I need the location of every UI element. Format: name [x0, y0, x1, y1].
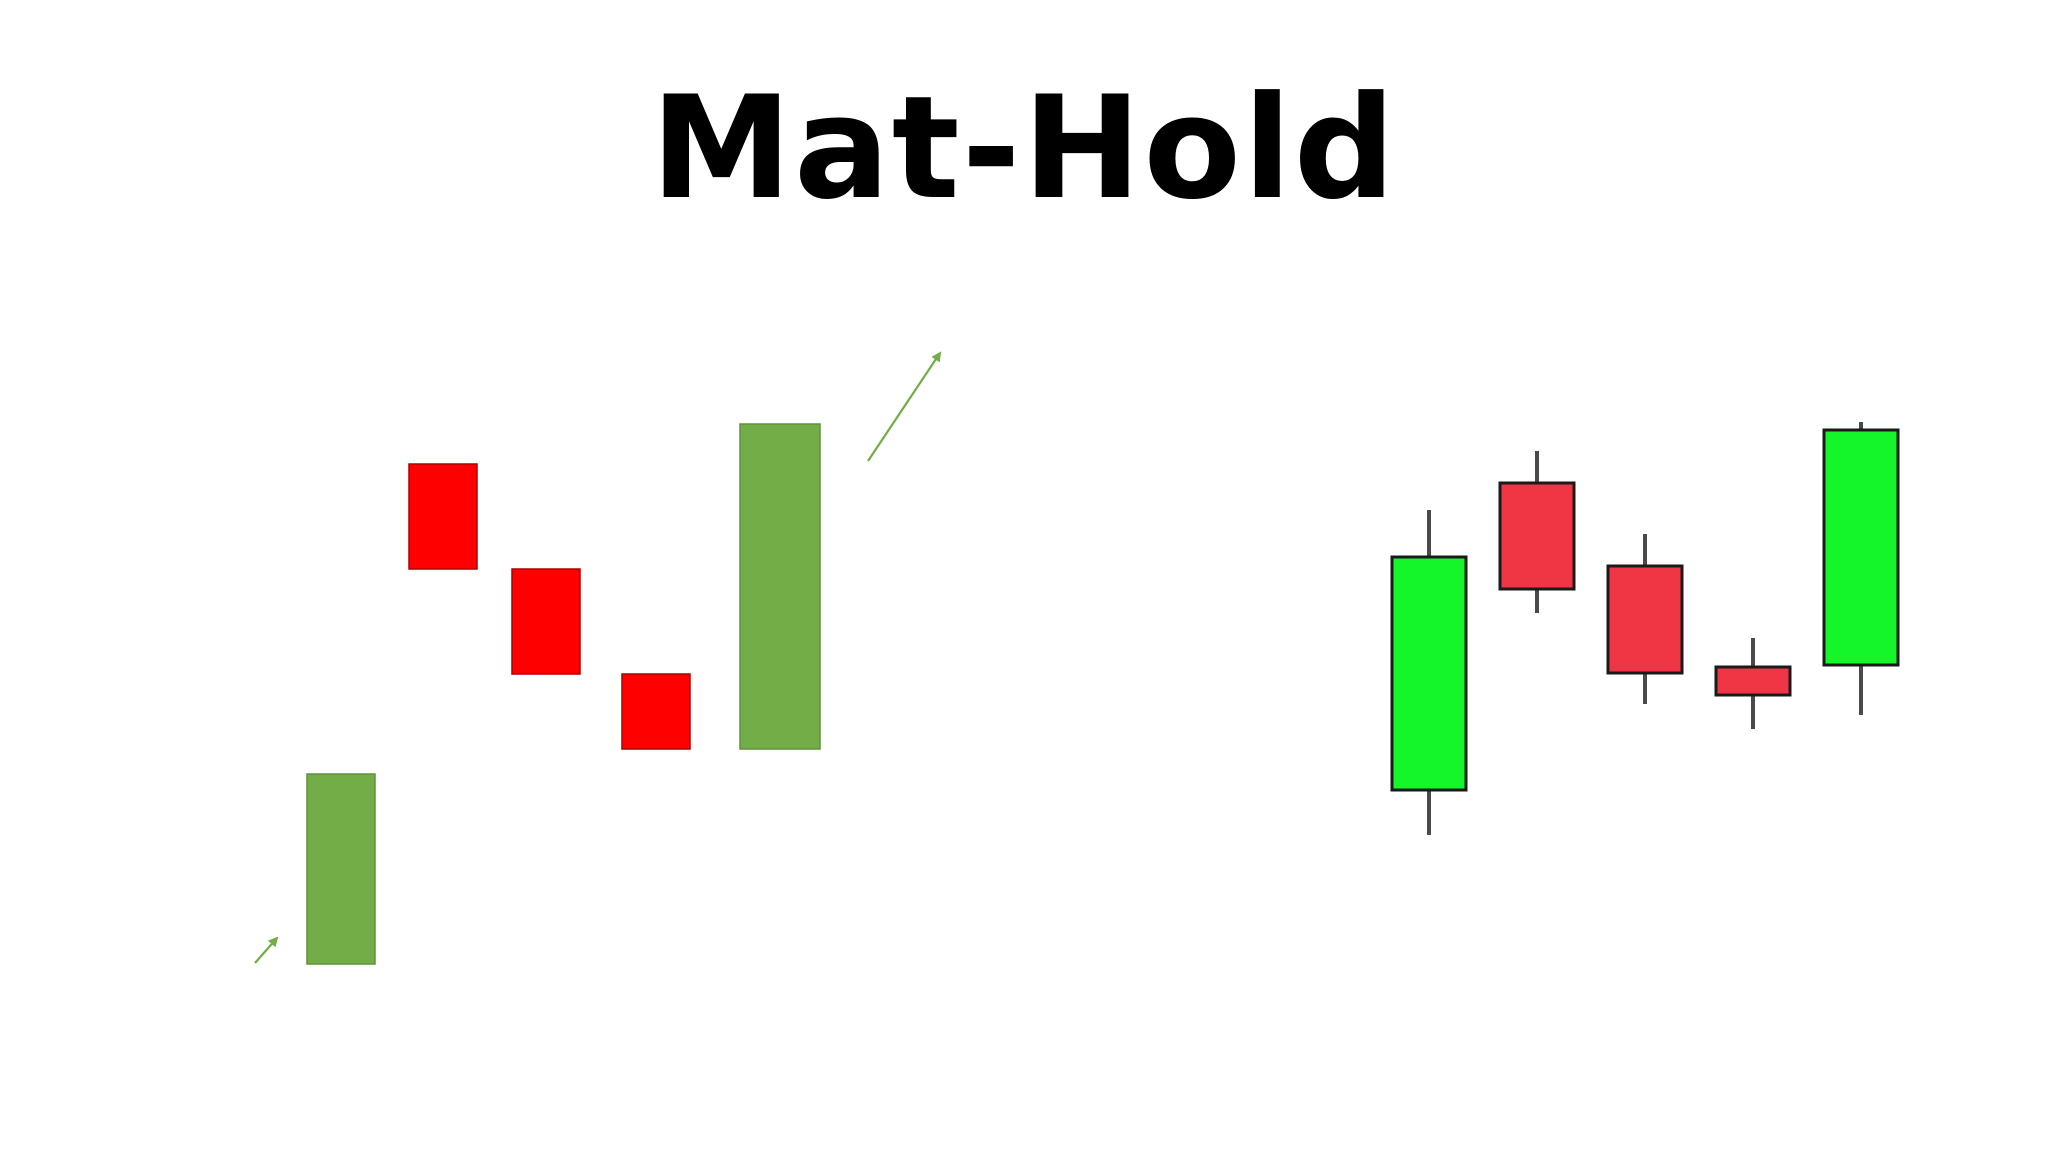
trend-arrow-icon [254, 936, 279, 964]
bullish-candle-1 [1390, 555, 1468, 792]
bullish-candle-body-1 [306, 773, 376, 965]
continuation-arrow-icon [867, 351, 942, 462]
ohlc-candlestick-pattern [1390, 422, 1900, 835]
schematic-pattern [254, 351, 942, 965]
bullish-candle-body-5 [739, 423, 821, 750]
diagram-title: Mat-Hold [650, 66, 1398, 231]
bearish-candle-2 [1498, 481, 1576, 591]
bearish-candle-4 [1714, 665, 1792, 697]
bearish-candle-body-2 [408, 463, 478, 570]
bearish-candle-3 [1606, 564, 1684, 675]
bearish-candle-body-4 [621, 673, 691, 750]
bearish-candle-body-3 [511, 568, 581, 675]
bullish-candle-5 [1822, 428, 1900, 667]
